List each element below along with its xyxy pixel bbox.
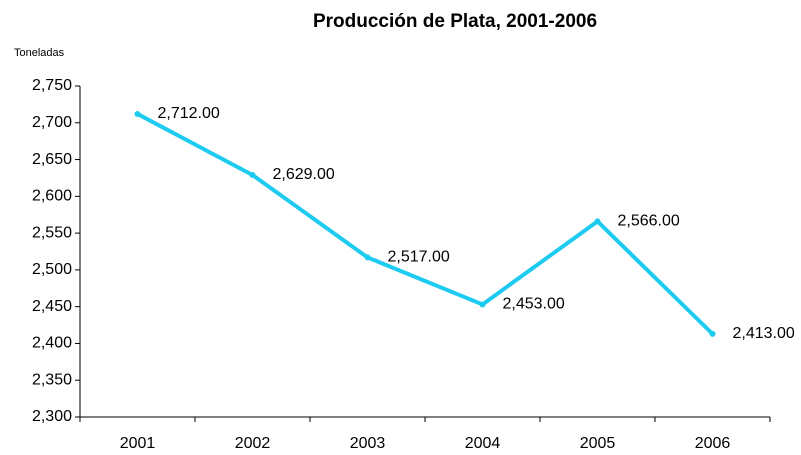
x-tick-label: 2004: [465, 435, 501, 452]
point: [134, 110, 141, 117]
y-tick-label: 2,500: [32, 261, 72, 278]
y-tick-label: 2,300: [32, 408, 72, 425]
data-label: 2,453.00: [503, 296, 565, 313]
y-tick-label: 2,550: [32, 224, 72, 241]
data-label: 2,517.00: [388, 249, 450, 266]
point: [594, 218, 601, 225]
y-axis-label: Toneladas: [14, 47, 65, 59]
x-tick-label: 2002: [235, 435, 271, 452]
point: [249, 172, 256, 179]
x-tick-label: 2006: [695, 435, 731, 452]
data-label: 2,712.00: [158, 105, 220, 122]
y-tick-label: 2,700: [32, 114, 72, 131]
chart-title: Producción de Plata, 2001-2006: [313, 11, 597, 32]
point: [479, 301, 486, 308]
y-tick-label: 2,750: [32, 77, 72, 94]
y-tick-label: 2,350: [32, 371, 72, 388]
point: [709, 330, 716, 337]
y-tick-label: 2,400: [32, 335, 72, 352]
series-line: [136, 112, 714, 336]
data-label: 2,413.00: [733, 325, 795, 342]
data-label: 2,629.00: [273, 166, 335, 183]
data-label: 2,566.00: [618, 213, 680, 230]
y-tick-label: 2,650: [32, 151, 72, 168]
x-tick-label: 2005: [580, 435, 616, 452]
x-tick-label: 2003: [350, 435, 386, 452]
y-tick-label: 2,600: [32, 188, 72, 205]
point: [364, 254, 371, 261]
x-tick-label: 2001: [120, 435, 156, 452]
y-tick-label: 2,450: [32, 298, 72, 315]
